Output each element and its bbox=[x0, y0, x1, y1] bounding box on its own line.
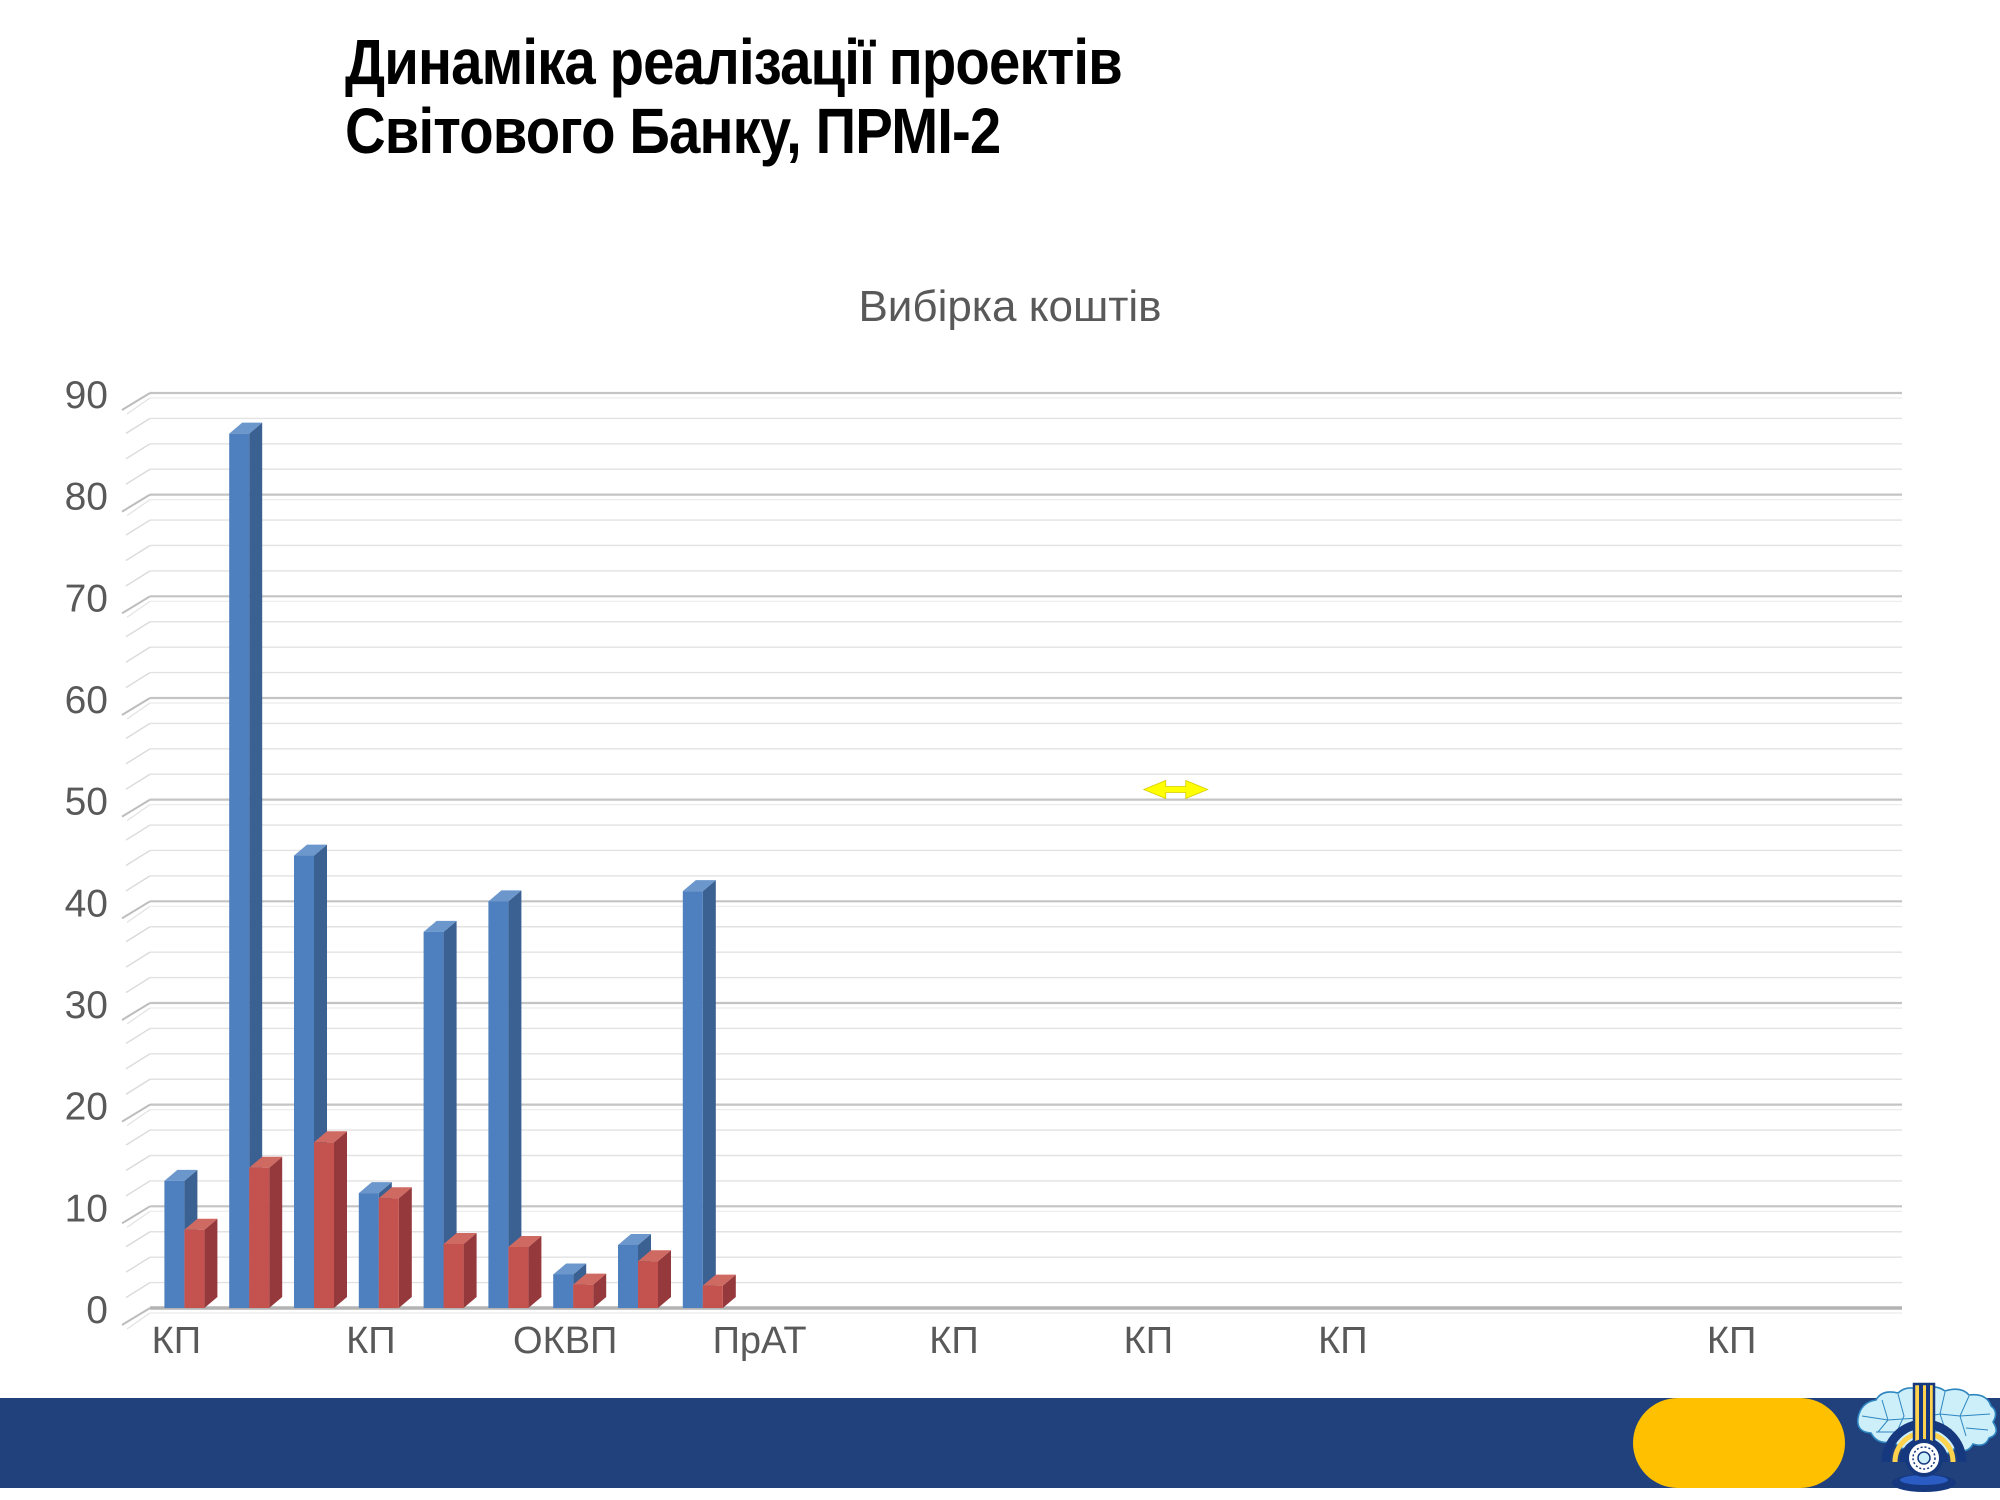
svg-text:30: 30 bbox=[65, 984, 108, 1027]
slide-title-line2: Світового Банку, ПРМІ-2 bbox=[345, 95, 1001, 168]
svg-text:90: 90 bbox=[65, 374, 108, 417]
svg-text:10: 10 bbox=[65, 1187, 108, 1230]
svg-text:40: 40 bbox=[65, 882, 108, 925]
svg-text:20: 20 bbox=[65, 1086, 108, 1129]
svg-text:КП: КП bbox=[1124, 1320, 1173, 1362]
footer-accent-pill bbox=[1633, 1398, 1845, 1488]
monument-icon bbox=[1881, 1382, 1967, 1492]
svg-text:КП: КП bbox=[1318, 1320, 1367, 1362]
svg-text:ОКВП: ОКВП bbox=[513, 1320, 617, 1362]
svg-text:60: 60 bbox=[65, 679, 108, 722]
slide-title-line1: Динаміка реалізації проектів bbox=[345, 26, 1123, 98]
emblem-icon bbox=[1856, 1382, 1997, 1492]
svg-text:80: 80 bbox=[65, 476, 108, 519]
chart-title: Вибірка коштів bbox=[858, 282, 1162, 331]
organization-logo bbox=[1848, 1380, 2000, 1494]
svg-text:КП: КП bbox=[929, 1320, 978, 1362]
svg-text:КП: КП bbox=[1707, 1320, 1756, 1362]
svg-text:КП: КП bbox=[152, 1320, 201, 1362]
svg-text:50: 50 bbox=[65, 781, 108, 824]
svg-text:70: 70 bbox=[65, 577, 108, 620]
svg-text:0: 0 bbox=[86, 1289, 108, 1332]
svg-text:ПрАТ: ПрАТ bbox=[713, 1320, 807, 1362]
svg-text:КП: КП bbox=[346, 1320, 395, 1362]
slide-title: Динаміка реалізації проектів Світового Б… bbox=[345, 26, 1123, 168]
double-arrow-annotation bbox=[1142, 779, 1209, 800]
